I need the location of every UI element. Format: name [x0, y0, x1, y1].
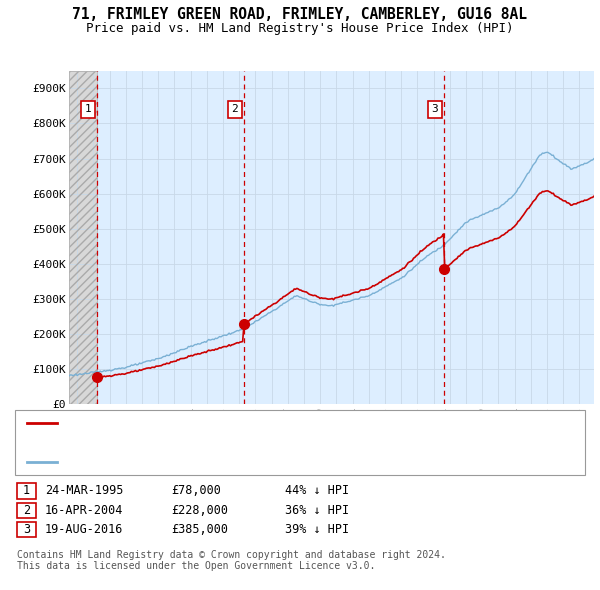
Text: 44% ↓ HPI: 44% ↓ HPI: [285, 484, 349, 497]
Bar: [69, 71, 97, 404]
Text: Contains HM Land Registry data © Crown copyright and database right 2024.
This d: Contains HM Land Registry data © Crown c…: [17, 550, 446, 572]
Text: 36% ↓ HPI: 36% ↓ HPI: [285, 504, 349, 517]
Text: 24-MAR-1995: 24-MAR-1995: [45, 484, 124, 497]
Text: 71, FRIMLEY GREEN ROAD, FRIMLEY, CAMBERLEY, GU16 8AL (detached house): 71, FRIMLEY GREEN ROAD, FRIMLEY, CAMBERL…: [61, 418, 510, 428]
Text: 1: 1: [23, 484, 30, 497]
Text: Price paid vs. HM Land Registry's House Price Index (HPI): Price paid vs. HM Land Registry's House …: [86, 22, 514, 35]
Text: HPI: Average price, detached house, Surrey Heath: HPI: Average price, detached house, Surr…: [61, 457, 373, 467]
Text: 1: 1: [85, 104, 91, 114]
Text: 16-APR-2004: 16-APR-2004: [45, 504, 124, 517]
Text: 3: 3: [431, 104, 439, 114]
Text: 71, FRIMLEY GREEN ROAD, FRIMLEY, CAMBERLEY, GU16 8AL: 71, FRIMLEY GREEN ROAD, FRIMLEY, CAMBERL…: [73, 7, 527, 22]
Text: £228,000: £228,000: [171, 504, 228, 517]
Text: 19-AUG-2016: 19-AUG-2016: [45, 523, 124, 536]
Text: 3: 3: [23, 523, 30, 536]
Text: 2: 2: [23, 504, 30, 517]
Text: £78,000: £78,000: [171, 484, 221, 497]
Text: £385,000: £385,000: [171, 523, 228, 536]
Bar: [69, 71, 97, 404]
Text: 2: 2: [232, 104, 238, 114]
Text: 39% ↓ HPI: 39% ↓ HPI: [285, 523, 349, 536]
